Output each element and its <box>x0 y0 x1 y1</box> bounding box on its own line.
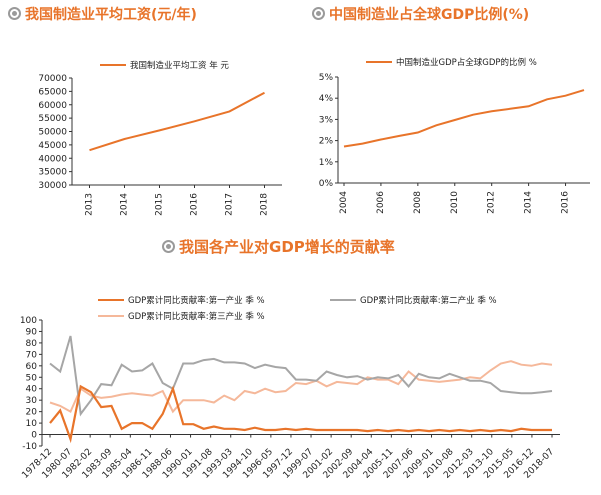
x-tick-label: 2012 <box>487 191 497 214</box>
bullet-icon <box>312 7 325 20</box>
x-tick-label: 2017 <box>225 193 235 216</box>
y-tick-label: 0% <box>319 179 334 189</box>
x-tick-label: 2008 <box>413 191 423 214</box>
contribution-chart-title: 我国各产业对GDP增长的贡献率 <box>162 236 395 257</box>
y-tick-label: 80 <box>26 339 38 349</box>
y-tick-label: 55000 <box>38 114 67 124</box>
y-tick-label: 60000 <box>38 101 67 111</box>
y-tick-label: 1% <box>319 158 334 168</box>
y-tick-label: 2% <box>319 137 334 147</box>
y-tick-label: 50000 <box>38 128 67 138</box>
y-tick-label: 65000 <box>38 87 67 97</box>
x-tick-label: 2016 <box>561 191 571 214</box>
x-tick-label: 2006 <box>376 191 386 214</box>
legend-label: 我国制造业平均工资 年 元 <box>130 60 229 71</box>
bullet-icon <box>162 240 175 253</box>
bullet-icon <box>8 7 21 20</box>
x-tick-label: 2014 <box>120 193 130 216</box>
secondary-industry-line <box>49 335 553 417</box>
wage-chart-title: 我国制造业平均工资(元/年) <box>8 4 197 24</box>
x-tick-label: 2014 <box>524 191 534 214</box>
y-tick-label: 40 <box>26 385 38 395</box>
y-tick-label: 45000 <box>38 141 67 151</box>
gdp-share-series-line <box>343 89 585 148</box>
y-tick-label: 0 <box>31 431 37 441</box>
x-tick-label: 2015 <box>155 193 165 216</box>
y-tick-label: 5% <box>319 73 334 83</box>
y-tick-label: 40000 <box>38 154 67 164</box>
x-tick-label: 2010 <box>450 191 460 214</box>
y-tick-label: 10 <box>26 419 38 429</box>
legend-label: GDP累计同比贡献率:第二产业 季 % <box>360 295 497 306</box>
y-tick-label: 100 <box>20 316 37 326</box>
y-tick-label: 70000 <box>38 74 67 84</box>
gdp-share-chart-title: 中国制造业占全球GDP比例(%) <box>312 4 529 24</box>
x-tick-label: 2004 <box>339 191 349 214</box>
y-tick-label: 60 <box>26 362 38 372</box>
x-tick-label: 2016 <box>190 193 200 216</box>
legend-label: GDP累计同比贡献率:第一产业 季 % <box>128 295 265 306</box>
y-tick-label: 30 <box>26 396 38 406</box>
y-tick-label: 3% <box>319 115 334 125</box>
tertiary-industry-line <box>49 360 553 414</box>
y-tick-label: -10 <box>22 442 37 452</box>
x-tick-label: 2013 <box>85 193 95 216</box>
y-tick-label: 35000 <box>38 168 67 178</box>
y-tick-label: 20 <box>26 408 38 418</box>
legend-label: 中国制造业GDP占全球GDP的比例 % <box>396 57 537 68</box>
primary-industry-line <box>49 384 552 444</box>
legend-label: GDP累计同比贡献率:第三产业 季 % <box>128 311 265 322</box>
y-tick-label: 50 <box>26 373 38 383</box>
y-tick-label: 4% <box>319 94 334 104</box>
y-tick-label: 70 <box>26 350 38 360</box>
x-tick-label: 2018 <box>260 193 270 216</box>
y-tick-label: 90 <box>26 327 38 337</box>
wage-series-line <box>89 91 265 152</box>
y-tick-label: 30000 <box>38 181 67 191</box>
